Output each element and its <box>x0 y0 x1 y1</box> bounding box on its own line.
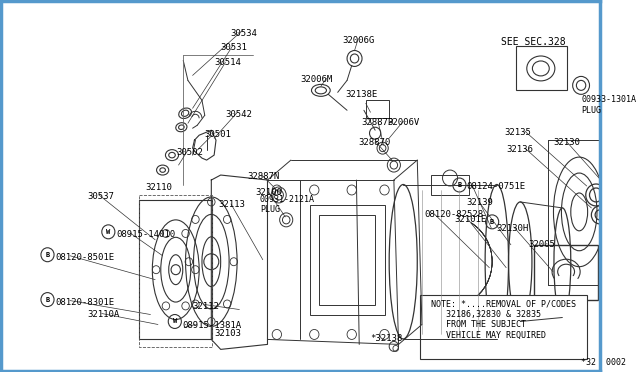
Text: *32138: *32138 <box>371 334 403 343</box>
Text: 32006M: 32006M <box>300 76 333 84</box>
Text: W: W <box>106 229 111 235</box>
Text: 32136: 32136 <box>506 145 533 154</box>
Text: 32100: 32100 <box>255 188 282 197</box>
Text: 30501: 30501 <box>205 130 232 139</box>
Text: 08124-0751E: 08124-0751E <box>466 182 525 191</box>
Text: 328870: 328870 <box>358 138 390 147</box>
Text: 30542: 30542 <box>225 110 252 119</box>
Text: 32113: 32113 <box>219 200 246 209</box>
Text: 32138E: 32138E <box>345 90 378 99</box>
Text: NOTE: *....REMOVAL OF P/CODES
   32186,32830 & 32835
   FROM THE SUBJECT
   VEHI: NOTE: *....REMOVAL OF P/CODES 32186,3283… <box>431 299 576 340</box>
Text: 32006G: 32006G <box>342 36 374 45</box>
Text: B: B <box>457 182 461 188</box>
Text: 32101E: 32101E <box>454 215 487 224</box>
Text: 08120-8301E: 08120-8301E <box>55 298 114 307</box>
Text: 32103: 32103 <box>214 330 241 339</box>
Bar <box>420 295 587 359</box>
Text: W: W <box>173 318 177 324</box>
Bar <box>431 175 468 195</box>
Bar <box>366 100 389 118</box>
Text: 32006V: 32006V <box>387 118 420 127</box>
Text: 32887P: 32887P <box>361 118 394 127</box>
Bar <box>516 45 567 90</box>
Text: 32112: 32112 <box>193 302 220 311</box>
Text: 30537: 30537 <box>88 192 115 201</box>
Text: 30514: 30514 <box>214 58 241 67</box>
Text: 08915-1381A: 08915-1381A <box>182 321 241 330</box>
Text: 32887N: 32887N <box>248 172 280 181</box>
Text: SEE SEC.328: SEE SEC.328 <box>500 36 565 46</box>
Text: 08120-82528: 08120-82528 <box>425 210 484 219</box>
Text: *32  0002: *32 0002 <box>581 358 626 367</box>
Text: B: B <box>45 296 50 302</box>
Text: 30531: 30531 <box>221 42 248 52</box>
Text: 32130H: 32130H <box>497 224 529 233</box>
Text: 30502: 30502 <box>177 148 204 157</box>
Text: 08120-8501E: 08120-8501E <box>55 253 114 262</box>
Text: 30534: 30534 <box>230 29 257 38</box>
Text: 00933-1301A
PLUG: 00933-1301A PLUG <box>581 95 636 115</box>
Text: 00931-2121A
PLUG: 00931-2121A PLUG <box>260 195 315 214</box>
Text: 32130: 32130 <box>553 138 580 147</box>
Bar <box>319 215 375 305</box>
Text: B: B <box>490 219 494 225</box>
Bar <box>534 245 598 299</box>
Text: 32110A: 32110A <box>88 310 120 318</box>
Bar <box>310 205 385 314</box>
Text: B: B <box>45 252 50 258</box>
Text: 08915-14010: 08915-14010 <box>116 230 176 239</box>
Text: 32005: 32005 <box>529 240 556 249</box>
Bar <box>140 200 212 339</box>
Text: 32135: 32135 <box>504 128 531 137</box>
Text: 32110: 32110 <box>146 183 173 192</box>
Text: 32139: 32139 <box>466 198 493 207</box>
